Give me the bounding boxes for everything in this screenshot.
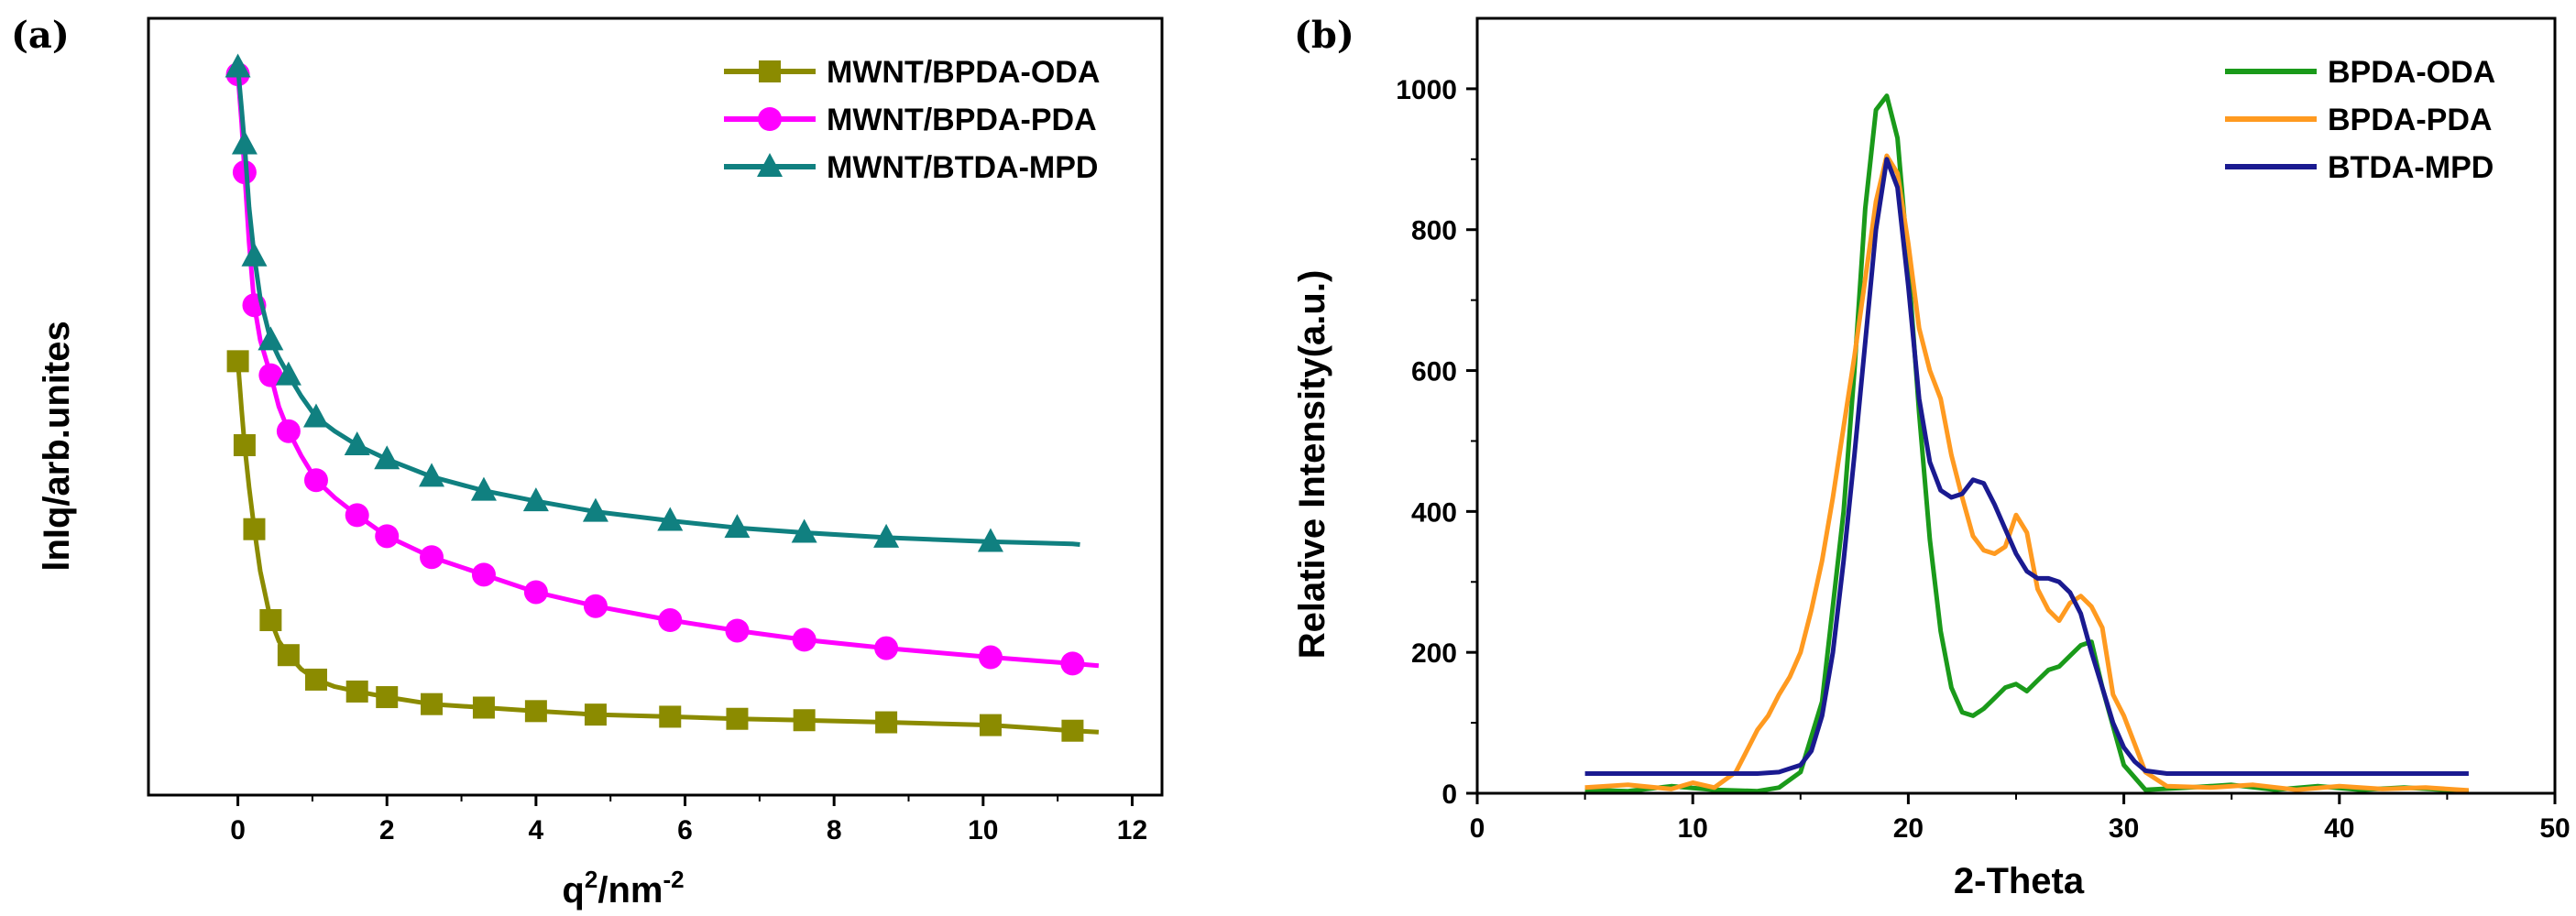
- panel-a-series-0-point: [659, 705, 682, 728]
- panel-b-ytick-label: 600: [1411, 357, 1457, 387]
- panel-a-series-1-point: [258, 363, 283, 387]
- panel-a-series-0-point: [726, 707, 749, 730]
- panel-a-series-1-point: [792, 627, 817, 652]
- panel-a-xtick-label: 0: [230, 815, 246, 845]
- panel-a-series-1-point: [725, 618, 750, 643]
- panel-a-series-0-point: [1061, 719, 1084, 742]
- panel-b-label: (b): [1294, 14, 1354, 57]
- panel-b-ytick-label: 400: [1411, 497, 1457, 528]
- panel-a-series-0-point: [277, 644, 300, 667]
- panel-b-ytick-label: 200: [1411, 638, 1457, 669]
- panel-b-series-1-line: [1584, 153, 2470, 793]
- panel-b-xtick-label: 30: [2109, 813, 2139, 844]
- panel-a-series-2-point: [419, 463, 445, 487]
- panel-b-xtick-label: 10: [1678, 813, 1708, 844]
- panel-a-series-1-point: [658, 608, 683, 633]
- panel-a-series-2-line: [236, 67, 1080, 547]
- panel-a-legend-label: MWNT/BPDA-ODA: [827, 55, 1100, 90]
- panel-a-series-1-point: [375, 524, 400, 549]
- panel-a-series-2-point: [522, 487, 549, 512]
- panel-a-series-1-point: [276, 419, 301, 443]
- panel-a-series-0-point: [259, 609, 282, 632]
- panel-b-xtick-label: 40: [2324, 813, 2354, 844]
- panel-a-series-1-point: [420, 545, 444, 570]
- panel-a-series-0-point: [793, 709, 816, 732]
- panel-a-series-0-point: [524, 700, 547, 723]
- panel-a-series-0-point: [421, 692, 444, 715]
- panel-a-legend-marker: [757, 153, 783, 177]
- panel-a-frame: [147, 16, 1164, 797]
- panel-a-xtick-label: 8: [827, 815, 842, 845]
- panel-b-xtick-label: 20: [1893, 813, 1924, 844]
- panel-a-series-2-point: [302, 403, 329, 428]
- panel-a-series-1-point: [1060, 651, 1085, 676]
- panel-a-series-0-point: [472, 696, 495, 719]
- panel-a-series-0-point: [875, 711, 898, 734]
- panel-b-xlabel: 2-Theta: [1954, 861, 2085, 901]
- panel-b-xtick-label: 50: [2539, 813, 2570, 844]
- panel-b-legend-label: BTDA-MPD: [2328, 150, 2494, 185]
- panel-a-series-2-point: [241, 242, 268, 267]
- panel-a-series-1-point: [523, 580, 548, 605]
- panel-a-series-2-point: [873, 523, 900, 548]
- panel-a-label: (a): [11, 14, 70, 57]
- panel-b-ytick-label: 0: [1441, 780, 1457, 810]
- panel-a-series-2-point: [258, 326, 284, 351]
- panel-b-chart: 0 10 20 30 40 50 0 200 400 600 800 1000 BPDA-ODA BPDA…: [1396, 16, 2571, 844]
- panel-a-legend-marker: [759, 60, 781, 82]
- panel-a-series-1-point: [978, 645, 1003, 670]
- panel-a-series-0-point: [584, 703, 607, 726]
- panel-a-series-0-point: [345, 680, 368, 703]
- panel-a-xlabel: q2/nm-2: [562, 866, 684, 911]
- panel-b-legend-label: BPDA-PDA: [2328, 103, 2492, 137]
- panel-a-series-0-point: [243, 518, 266, 540]
- panel-a-series-2-point: [582, 497, 608, 522]
- panel-a-series-0-point: [304, 668, 327, 691]
- panel-a-series-2-point: [374, 445, 400, 470]
- panel-a-series-2-point: [231, 130, 258, 155]
- panel-b-ylabel: Relative Intensity(a.u.): [1292, 270, 1332, 660]
- panel-a-series-1-point: [583, 594, 608, 618]
- panel-a-legend-label: MWNT/BPDA-PDA: [827, 103, 1097, 137]
- panel-a-series-0-point: [226, 350, 249, 373]
- panel-a-xlabel-sup: 2: [585, 866, 597, 893]
- panel-a-series-1-point: [874, 636, 899, 660]
- panel-a-xlabel-sup2: -2: [663, 866, 684, 893]
- panel-a-xlabel-base: q: [562, 870, 584, 911]
- panel-a-xtick-label: 2: [379, 815, 395, 845]
- panel-b-legend-label: BPDA-ODA: [2328, 55, 2495, 90]
- panel-a-xtick-label: 10: [968, 815, 998, 845]
- panel-a-series-2-point: [275, 361, 301, 386]
- panel-a-ylabel: lnIq/arb.unites: [37, 321, 77, 571]
- panel-b-ytick-label: 800: [1411, 216, 1457, 246]
- panel-b-ytick-label: 1000: [1396, 75, 1457, 105]
- panel-a-series-2-point: [791, 518, 817, 543]
- panel-a-xtick-label: 6: [677, 815, 693, 845]
- panel-a-chart: 0 2 4 6 8 10 12 MWNT/BPDA-ODA MWNT/BPDA-PDA MWNT/…: [147, 16, 1164, 845]
- panel-a-series-2-point: [724, 514, 751, 539]
- panel-b-xtick-label: 0: [1470, 813, 1485, 844]
- panel-a-xtick-label: 4: [529, 815, 544, 845]
- panel-a-xlabel-tail: /nm: [597, 870, 663, 911]
- panel-a-xtick-label: 12: [1117, 815, 1147, 845]
- panel-a-legend-label: MWNT/BTDA-MPD: [827, 150, 1099, 185]
- panel-a-series-2-point: [344, 431, 370, 456]
- panel-a-series-2-point: [977, 528, 1003, 552]
- panel-a-series-2-point: [470, 476, 497, 501]
- panel-b-frame: [1475, 16, 2557, 795]
- panel-a-legend-marker: [758, 107, 782, 131]
- panel-a-series-0-point: [376, 686, 399, 709]
- panel-a-series-2-point: [657, 507, 684, 531]
- panel-a-series-1-point: [345, 503, 369, 528]
- panel-b-series-0-line: [1584, 93, 2470, 794]
- panel-a-series-0-line: [236, 361, 1100, 735]
- panel-a-series-2-point: [225, 53, 251, 78]
- panel-a-series-1-point: [471, 562, 496, 587]
- panel-a-series-1-point: [303, 468, 328, 493]
- panel-a-series-0-point: [233, 434, 256, 457]
- panel-a-series-0-point: [979, 714, 1002, 736]
- panel-b-series-2-line: [1584, 157, 2469, 776]
